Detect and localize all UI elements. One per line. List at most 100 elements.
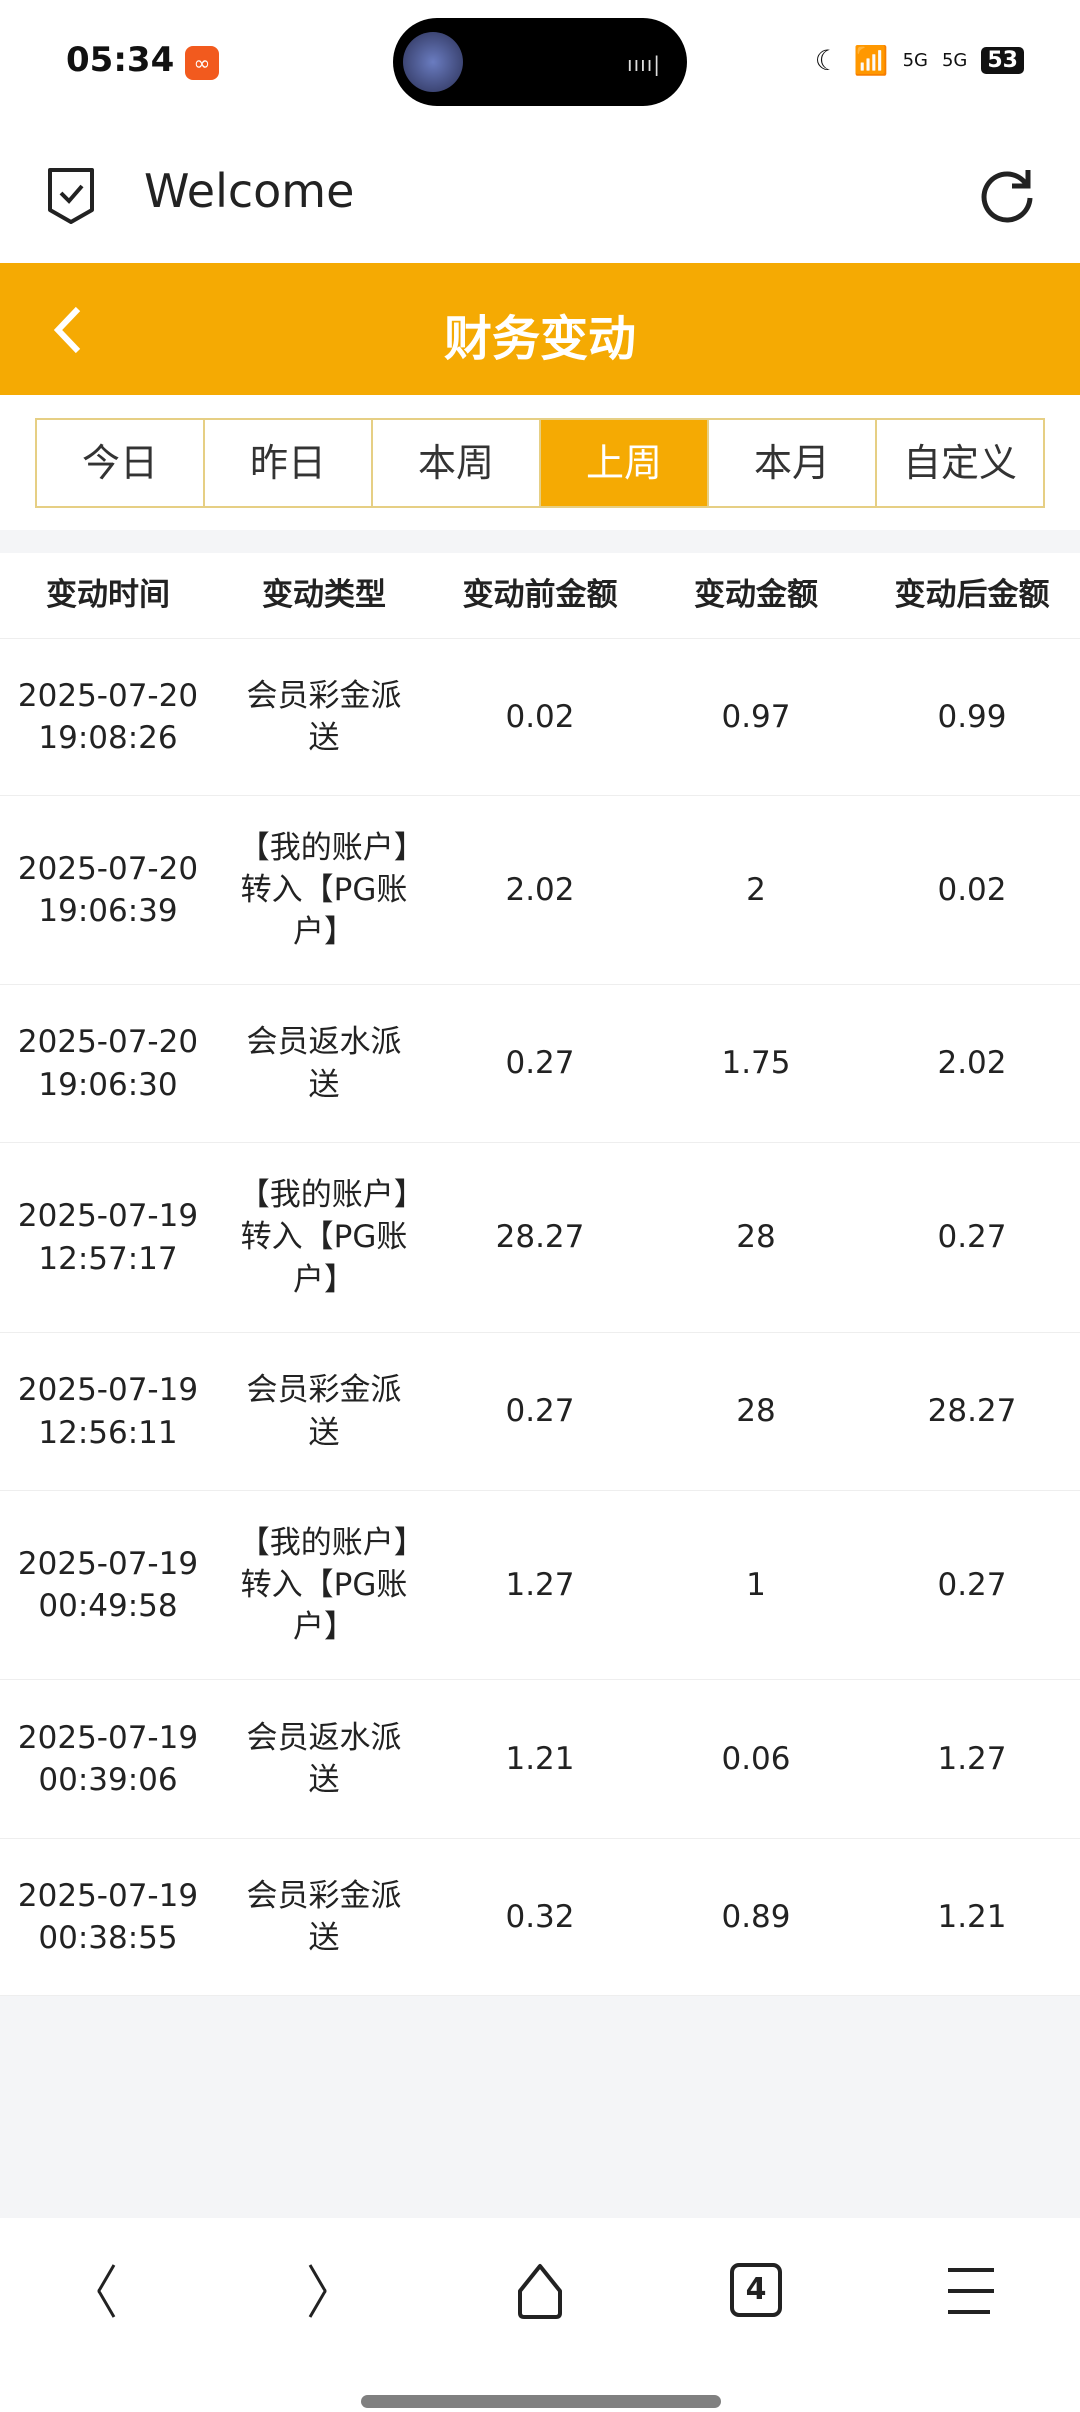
cell-date: 2025-07-20 xyxy=(17,677,199,714)
table-row: 2025-07-20 19:06:30 会员返水派送 0.27 1.75 2.02 xyxy=(0,985,1080,1143)
cell-before-wrap: 0.02 xyxy=(432,696,648,738)
cell-after: 28.27 xyxy=(927,1393,1017,1430)
cell-time: 00:38:55 xyxy=(38,1920,178,1956)
cell-amount-wrap: 0.89 xyxy=(648,1896,864,1938)
cell-amount: 1 xyxy=(746,1566,766,1603)
cell-type: 【我的账户】转入【PG账户】 xyxy=(238,1524,410,1646)
cell-before-wrap: 2.02 xyxy=(432,869,648,911)
cell-type: 会员返水派送 xyxy=(246,1719,402,1798)
date-filter-tabs: 今日 昨日 本周 上周 本月 自定义 xyxy=(35,418,1045,508)
home-icon[interactable] xyxy=(512,2263,568,2319)
cell-time: 19:08:26 xyxy=(38,720,178,756)
dynamic-island-media[interactable]: ıııı| xyxy=(393,18,687,106)
menu-icon[interactable] xyxy=(946,2266,996,2316)
cell-after: 0.27 xyxy=(937,1566,1007,1603)
cell-type: 会员彩金派送 xyxy=(246,677,402,756)
tab-today[interactable]: 今日 xyxy=(37,420,205,506)
cell-type: 【我的账户】转入【PG账户】 xyxy=(238,1177,410,1298)
cell-amount-wrap: 28 xyxy=(648,1390,864,1432)
cell-after: 0.27 xyxy=(937,1219,1007,1256)
forward-icon[interactable] xyxy=(302,2263,332,2319)
col-time: 变动时间 xyxy=(46,577,170,614)
cell-date: 2025-07-20 xyxy=(17,850,199,887)
tab-last-week[interactable]: 上周 xyxy=(541,420,709,506)
battery-icon: 53 xyxy=(981,47,1024,74)
back-arrow-icon[interactable] xyxy=(50,303,86,357)
page-header: 财务变动 xyxy=(0,263,1080,395)
table-row: 2025-07-19 00:38:55 会员彩金派送 0.32 0.89 1.21 xyxy=(0,1839,1080,1996)
transactions-table: 变动时间 变动类型 变动前金额 变动金额 变动后金额 2025-07-20 19:… xyxy=(0,553,1080,1996)
refresh-icon[interactable] xyxy=(974,162,1040,228)
signal-icon: 5G xyxy=(902,50,928,71)
cell-datetime: 2025-07-19 00:49:58 xyxy=(0,1543,216,1627)
cell-amount: 0.89 xyxy=(721,1898,791,1935)
table-row: 2025-07-19 00:39:06 会员返水派送 1.21 0.06 1.27 xyxy=(0,1680,1080,1839)
cell-type-wrap: 【我的账户】转入【PG账户】 xyxy=(216,1522,432,1648)
tab-custom[interactable]: 自定义 xyxy=(877,420,1043,506)
cell-after: 1.21 xyxy=(937,1898,1007,1935)
col-type: 变动类型 xyxy=(262,577,386,614)
cell-amount: 0.97 xyxy=(721,698,791,735)
cell-after-wrap: 0.02 xyxy=(864,869,1080,911)
cell-before: 1.21 xyxy=(505,1740,575,1777)
status-time: 05:34 xyxy=(66,40,175,80)
back-icon[interactable] xyxy=(92,2263,122,2319)
cell-time: 00:39:06 xyxy=(38,1762,178,1798)
cell-date: 2025-07-19 xyxy=(17,1719,199,1756)
cell-after-wrap: 28.27 xyxy=(864,1390,1080,1432)
cell-after: 0.02 xyxy=(937,871,1007,908)
cell-type-wrap: 会员彩金派送 xyxy=(216,1875,432,1959)
cell-before: 0.02 xyxy=(505,698,575,735)
cell-type-wrap: 【我的账户】转入【PG账户】 xyxy=(216,1174,432,1300)
cell-before-wrap: 0.32 xyxy=(432,1896,648,1938)
cell-after-wrap: 0.27 xyxy=(864,1564,1080,1606)
cell-after-wrap: 1.27 xyxy=(864,1738,1080,1780)
cell-date: 2025-07-19 xyxy=(17,1372,199,1409)
cell-datetime: 2025-07-19 00:39:06 xyxy=(0,1717,216,1801)
moon-icon: ☾ xyxy=(814,44,840,77)
cell-before-wrap: 28.27 xyxy=(432,1216,648,1258)
cell-after: 2.02 xyxy=(937,1045,1007,1082)
cell-before: 0.32 xyxy=(505,1898,575,1935)
cell-amount-wrap: 1 xyxy=(648,1564,864,1606)
tab-yesterday[interactable]: 昨日 xyxy=(205,420,373,506)
table-header: 变动时间 变动类型 变动前金额 变动金额 变动后金额 xyxy=(0,553,1080,639)
cell-datetime: 2025-07-19 12:56:11 xyxy=(0,1369,216,1453)
cell-type: 会员返水派送 xyxy=(246,1024,402,1103)
cell-datetime: 2025-07-20 19:08:26 xyxy=(0,675,216,759)
cell-date: 2025-07-19 xyxy=(17,1545,199,1582)
cell-type-wrap: 会员彩金派送 xyxy=(216,675,432,759)
status-icons: ☾ 📶 5G 5G 53 xyxy=(815,44,1024,77)
cell-time: 12:56:11 xyxy=(38,1414,178,1451)
cell-before-wrap: 0.27 xyxy=(432,1042,648,1084)
cell-before-wrap: 1.27 xyxy=(432,1564,648,1606)
gesture-home-bar[interactable] xyxy=(361,2395,721,2408)
app-notification-icon: ∞ xyxy=(185,46,219,80)
cell-after-wrap: 2.02 xyxy=(864,1042,1080,1084)
cell-datetime: 2025-07-20 19:06:30 xyxy=(0,1021,216,1105)
cell-date: 2025-07-20 xyxy=(17,1024,199,1061)
tab-this-month[interactable]: 本月 xyxy=(709,420,877,506)
signal-icon-2: 5G xyxy=(941,50,968,71)
cell-amount-wrap: 2 xyxy=(648,869,864,911)
cell-amount: 28 xyxy=(736,1393,776,1430)
cell-amount: 0.06 xyxy=(721,1740,791,1777)
table-row: 2025-07-19 12:56:11 会员彩金派送 0.27 28 28.27 xyxy=(0,1333,1080,1491)
album-art-icon xyxy=(403,32,463,92)
cell-type: 【我的账户】转入【PG账户】 xyxy=(238,829,410,951)
tabs-count-button[interactable]: 4 xyxy=(730,2263,782,2317)
cell-amount-wrap: 0.97 xyxy=(648,696,864,738)
page-title: Welcome xyxy=(144,164,355,218)
tab-this-week[interactable]: 本周 xyxy=(373,420,541,506)
browser-top-bar: Welcome xyxy=(0,130,1080,263)
cell-after-wrap: 0.99 xyxy=(864,696,1080,738)
cell-after-wrap: 1.21 xyxy=(864,1896,1080,1938)
cell-datetime: 2025-07-20 19:06:39 xyxy=(0,848,216,932)
cell-after-wrap: 0.27 xyxy=(864,1216,1080,1258)
status-bar: 05:34 ∞ ıııı| ☾ 📶 5G 5G 53 xyxy=(0,0,1080,130)
cell-before: 2.02 xyxy=(505,871,575,908)
cell-type-wrap: 会员彩金派送 xyxy=(216,1369,432,1453)
audio-wave-icon: ıııı| xyxy=(627,52,661,76)
table-row: 2025-07-19 00:49:58 【我的账户】转入【PG账户】 1.27 1 0.2… xyxy=(0,1491,1080,1680)
shield-check-icon xyxy=(48,168,94,224)
